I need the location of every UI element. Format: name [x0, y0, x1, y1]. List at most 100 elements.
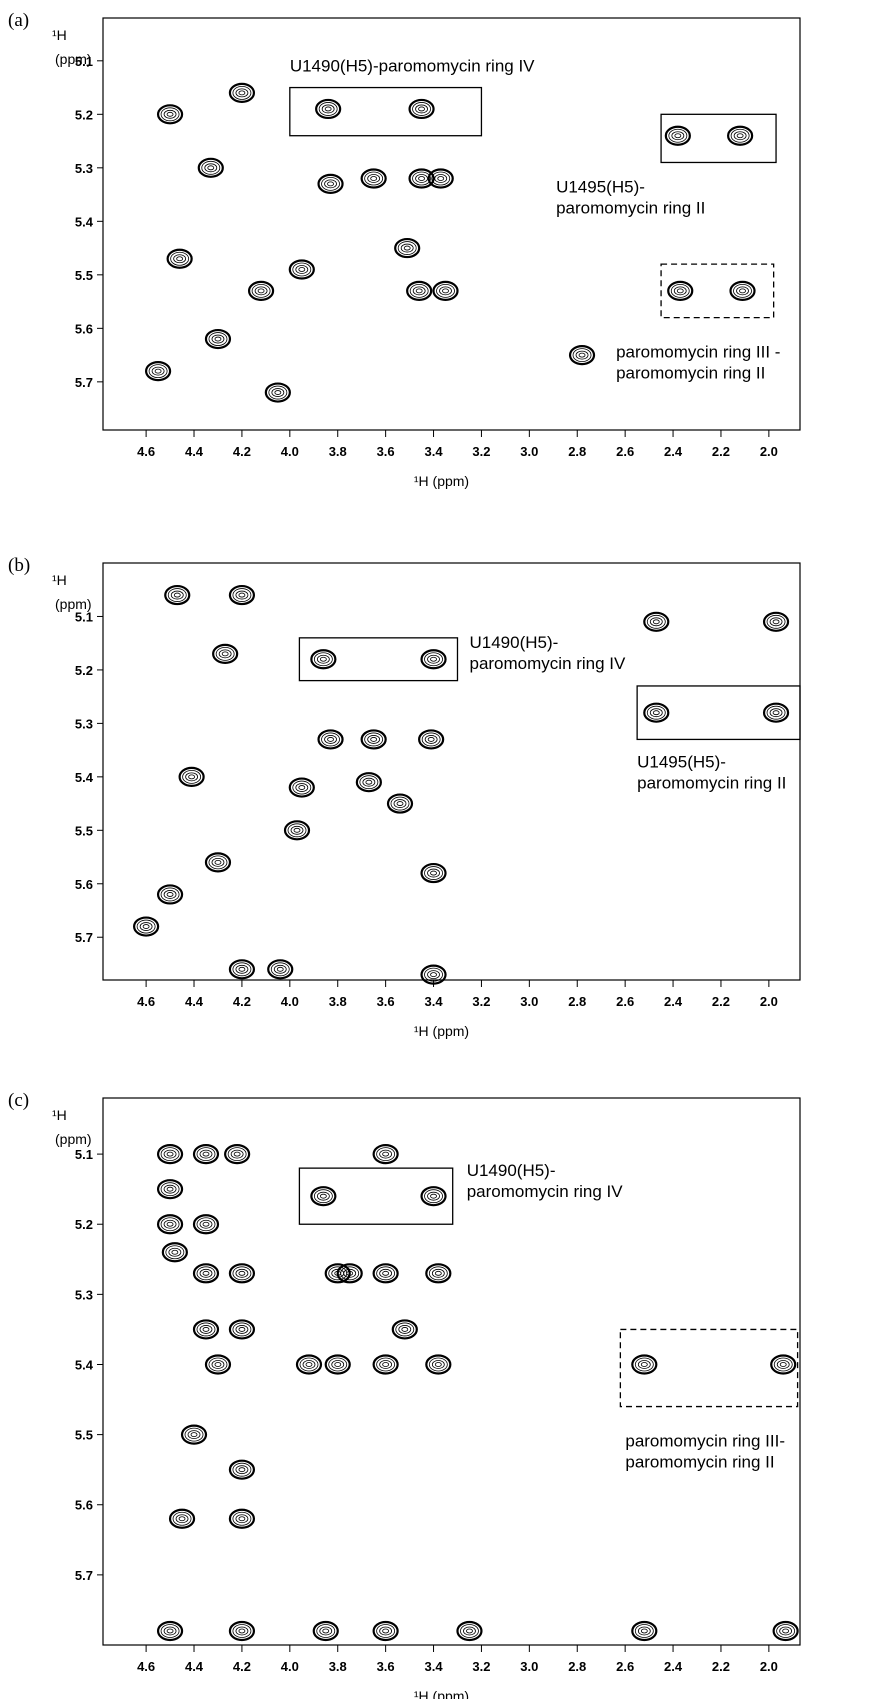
contour	[156, 884, 184, 905]
contour	[202, 1270, 210, 1276]
contour	[313, 1189, 333, 1204]
contour	[228, 1620, 256, 1642]
contour	[283, 820, 311, 841]
contour	[370, 176, 378, 181]
cross-peak	[283, 820, 311, 841]
contour	[733, 131, 747, 141]
annotation-box	[619, 1328, 799, 1408]
contour	[437, 176, 445, 181]
contour	[631, 1620, 658, 1642]
contour	[214, 859, 222, 865]
y-tick-label: 5.3	[75, 716, 93, 731]
contour	[406, 280, 433, 301]
contour	[674, 133, 682, 139]
contour	[232, 1322, 252, 1337]
contour	[409, 283, 429, 298]
contour	[228, 959, 256, 980]
contour	[218, 649, 232, 659]
x-tick-label: 3.0	[520, 1659, 538, 1674]
cross-peak	[425, 1354, 452, 1375]
contour	[235, 590, 249, 600]
contour	[156, 1179, 184, 1200]
y-tick-label: 5.4	[75, 1357, 94, 1372]
x-tick-label: 3.2	[472, 994, 490, 1009]
contour	[772, 710, 780, 716]
contour	[182, 769, 202, 784]
cross-peak	[161, 1242, 188, 1263]
contour	[340, 1266, 360, 1281]
contour	[288, 259, 315, 280]
x-tick-label: 4.2	[233, 444, 251, 459]
contour	[729, 280, 756, 301]
contour	[667, 280, 694, 301]
contour	[762, 611, 790, 632]
contour	[773, 1357, 793, 1372]
cross-peak	[228, 959, 256, 980]
contour	[456, 1620, 483, 1642]
contour	[276, 966, 284, 972]
contour	[185, 772, 199, 782]
contour	[640, 1362, 648, 1367]
contour	[235, 964, 249, 974]
contour	[184, 1427, 204, 1442]
contour	[274, 390, 282, 395]
cross-peak	[180, 1424, 208, 1445]
contour	[196, 1266, 216, 1281]
y-axis-label: ¹H	[52, 27, 67, 43]
contour	[425, 1263, 452, 1284]
contour	[424, 735, 438, 744]
x-tick-label: 4.4	[185, 1659, 204, 1674]
contour	[238, 1467, 246, 1473]
cross-peak	[192, 1263, 220, 1284]
contour	[372, 1620, 399, 1642]
x-axis-label: ¹H (ppm)	[414, 473, 469, 489]
contour	[324, 735, 337, 744]
x-tick-label: 4.0	[281, 444, 299, 459]
contour	[235, 1626, 249, 1636]
contour	[268, 385, 288, 400]
contour	[376, 1357, 396, 1372]
contour	[160, 107, 180, 122]
y-tick-label: 5.3	[75, 1287, 93, 1302]
contour	[766, 614, 786, 629]
contour	[640, 1628, 648, 1634]
contour	[431, 1268, 445, 1278]
contour	[214, 336, 222, 342]
contour	[649, 708, 663, 718]
contour	[427, 970, 440, 980]
contour	[379, 1268, 393, 1278]
x-tick-label: 4.6	[137, 1659, 155, 1674]
contour	[144, 361, 172, 382]
contour	[251, 283, 271, 298]
contour	[421, 732, 441, 747]
contour	[762, 702, 790, 723]
cross-peak	[204, 852, 232, 873]
contour	[163, 1184, 177, 1194]
cross-peak	[156, 884, 184, 905]
contour	[424, 866, 443, 880]
contour	[670, 283, 690, 298]
contour	[238, 90, 246, 96]
cross-peak	[372, 1263, 399, 1284]
contour	[232, 1266, 252, 1281]
contour	[379, 1360, 393, 1369]
contour	[430, 1193, 437, 1199]
contour	[424, 1189, 443, 1204]
x-tick-label: 2.4	[664, 444, 683, 459]
contour	[408, 98, 435, 120]
cross-peak	[391, 1319, 418, 1340]
contour	[171, 1249, 179, 1255]
contour	[305, 1362, 313, 1367]
contour	[408, 168, 435, 189]
contour	[466, 1628, 473, 1634]
x-tick-label: 3.4	[424, 1659, 443, 1674]
cross-peak	[324, 1354, 351, 1375]
contour	[398, 1325, 412, 1334]
contour	[664, 125, 691, 146]
contour	[331, 1360, 345, 1369]
contour	[428, 1357, 448, 1372]
contour	[290, 825, 304, 835]
contour	[238, 1516, 246, 1522]
contour	[362, 777, 376, 787]
contour	[166, 1221, 174, 1227]
